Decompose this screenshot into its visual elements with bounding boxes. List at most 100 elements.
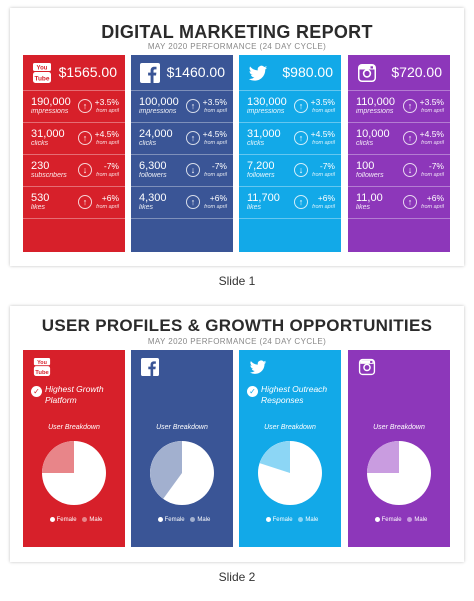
arrow-up-icon: ↑ (186, 195, 200, 209)
metric-comparison: from april (96, 108, 119, 114)
male-slice (150, 441, 182, 499)
check-icon: ✓ (247, 386, 258, 397)
metric-comparison: from april (312, 108, 335, 114)
arrow-up-icon: ↑ (294, 195, 308, 209)
metric-change: -7% (428, 161, 444, 171)
gender-pie-chart (258, 441, 322, 505)
metric-row: 7,200 followers ↓ -7% from april (239, 155, 341, 187)
male-legend-label: Male (197, 517, 211, 524)
pie-legend: Female Male (239, 517, 341, 523)
youtube-profile-card: You Tube ✓ Highest Growth Platform User … (23, 350, 125, 547)
metric-comparison: from april (312, 172, 335, 178)
metric-label: followers (356, 172, 384, 179)
metric-label: clicks (247, 140, 265, 147)
metric-change: +4.5% (94, 129, 119, 139)
metric-change: +4.5% (202, 129, 227, 139)
metric-change: +4.5% (419, 129, 444, 139)
metric-label: clicks (139, 140, 157, 147)
metric-value: 31,000 (247, 128, 281, 140)
svg-text:Tube: Tube (34, 76, 49, 83)
metric-comparison: from april (204, 140, 227, 146)
metric-comparison: from april (204, 172, 227, 178)
facebook-logo-icon (141, 358, 159, 376)
male-legend-label: Male (305, 517, 319, 524)
metric-value: 110,000 (356, 96, 395, 108)
metric-row: 31,000 clicks ↑ +4.5% from april (23, 123, 125, 155)
metric-label: impressions (31, 108, 69, 115)
male-slice (42, 441, 74, 473)
metric-label: followers (247, 172, 275, 179)
arrow-down-icon: ↓ (403, 163, 417, 177)
slide-1-caption: Slide 1 (218, 274, 256, 288)
breakdown-label: User Breakdown (48, 424, 100, 431)
male-legend-dot (82, 517, 88, 522)
metric-change: +3.5% (310, 97, 335, 107)
youtube-logo-icon: You Tube (33, 63, 51, 83)
metric-row: 100,000 impressions ↑ +3.5% from april (131, 91, 233, 123)
metric-row: 31,000 clicks ↑ +4.5% from april (239, 123, 341, 155)
metric-comparison: from april (204, 108, 227, 114)
ad-spend-amount: $1565.00 (58, 64, 117, 80)
metric-change: +3.5% (419, 97, 444, 107)
highlight-note: ✓ Highest Outreach Responses (247, 384, 337, 406)
metric-label: likes (139, 204, 154, 211)
slide-1: DIGITAL MARKETING REPORT MAY 2020 PERFOR… (10, 8, 464, 266)
arrow-down-icon: ↓ (78, 163, 92, 177)
slide-2-subtitle: MAY 2020 PERFORMANCE (24 DAY CYCLE) (147, 337, 327, 346)
metric-row: 6,300 followers ↓ -7% from april (131, 155, 233, 187)
metric-label: clicks (356, 140, 374, 147)
card-header: $1460.00 (131, 55, 233, 91)
metric-change: +6% (317, 193, 335, 203)
instagram-logo-icon (358, 64, 376, 82)
instagram-report-card: $720.00 110,000 impressions ↑ +3.5% from apr… (348, 55, 450, 252)
metric-value: 100 (356, 160, 375, 172)
metric-row: 100 followers ↓ -7% from april (348, 155, 450, 187)
metric-value: 10,000 (356, 128, 390, 140)
svg-text:Tube: Tube (35, 370, 49, 376)
card-header: $980.00 (239, 55, 341, 91)
metric-change: +4.5% (310, 129, 335, 139)
female-legend-label: Female (164, 517, 185, 524)
metric-change: +6% (426, 193, 444, 203)
male-slice (367, 441, 399, 473)
metric-label: impressions (139, 108, 177, 115)
metric-label: impressions (356, 108, 394, 115)
male-legend-dot (190, 517, 196, 522)
arrow-up-icon: ↑ (78, 131, 92, 145)
gender-pie-chart (150, 441, 214, 505)
slide-2-title: USER PROFILES & GROWTH OPPORTUNITIES (41, 316, 433, 335)
metric-label: impressions (247, 108, 285, 115)
arrow-up-icon: ↑ (186, 99, 200, 113)
metric-value: 190,000 (31, 96, 71, 108)
metric-label: subscribers (31, 172, 67, 179)
metric-comparison: from april (421, 108, 444, 114)
metric-comparison: from april (96, 204, 119, 210)
metric-value: 130,000 (247, 96, 287, 108)
facebook-report-card: $1460.00 100,000 impressions ↑ +3.5% from ap… (131, 55, 233, 252)
ad-spend-amount: $980.00 (282, 64, 333, 80)
metric-change: +6% (101, 193, 119, 203)
instagram-profile-card: User Breakdown Female Male (348, 350, 450, 547)
check-icon: ✓ (31, 386, 42, 397)
pie-legend: Female Male (131, 517, 233, 523)
metric-row: 190,000 impressions ↑ +3.5% from april (23, 91, 125, 123)
youtube-report-card: You Tube $1565.00 190,000 impressions ↑ +3.… (23, 55, 125, 252)
ad-spend-amount: $720.00 (391, 64, 442, 80)
metric-comparison: from april (96, 172, 119, 178)
arrow-up-icon: ↑ (294, 99, 308, 113)
highlight-note: ✓ Highest Growth Platform (31, 384, 121, 406)
metric-change: +6% (209, 193, 227, 203)
pie-legend: Female Male (348, 517, 450, 523)
arrow-up-icon: ↑ (403, 131, 417, 145)
youtube-logo-icon: You Tube (33, 358, 51, 376)
metric-row: 10,000 clicks ↑ +4.5% from april (348, 123, 450, 155)
pie-legend: Female Male (23, 517, 125, 523)
instagram-logo-icon (358, 358, 376, 376)
metric-row: 4,300 likes ↑ +6% from april (131, 187, 233, 219)
metric-row: 11,00 likes ↑ +6% from april (348, 187, 450, 219)
metric-value: 11,700 (247, 192, 280, 204)
metric-value: 7,200 (247, 160, 275, 172)
twitter-report-card: $980.00 130,000 impressions ↑ +3.5% from apr… (239, 55, 341, 252)
arrow-up-icon: ↑ (403, 195, 417, 209)
twitter-logo-icon (249, 360, 267, 374)
